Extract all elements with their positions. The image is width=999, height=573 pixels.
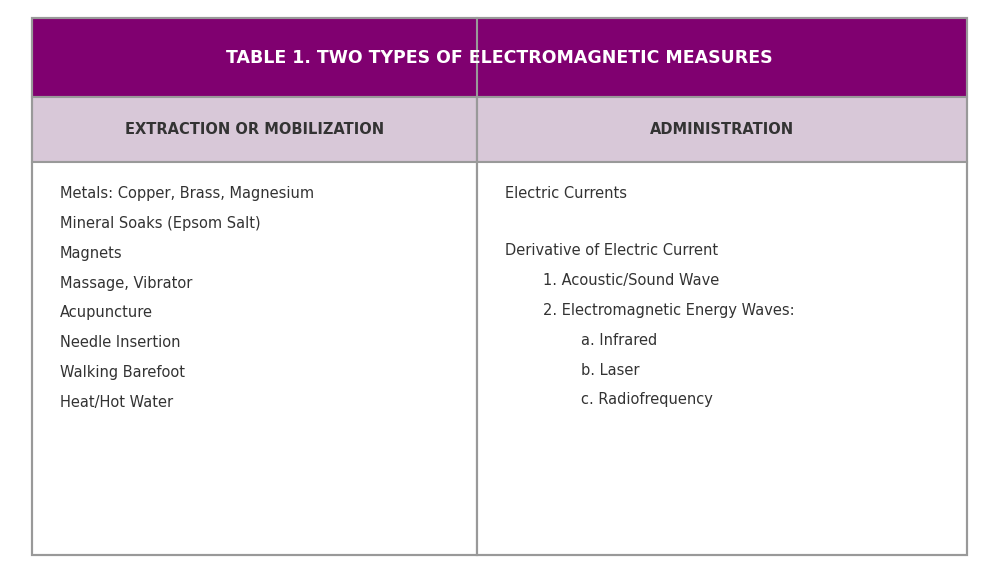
Text: Acupuncture: Acupuncture xyxy=(60,305,153,320)
Text: TABLE 1. TWO TYPES OF ELECTROMAGNETIC MEASURES: TABLE 1. TWO TYPES OF ELECTROMAGNETIC ME… xyxy=(226,49,773,67)
FancyBboxPatch shape xyxy=(478,162,967,555)
FancyBboxPatch shape xyxy=(478,97,967,162)
Text: Walking Barefoot: Walking Barefoot xyxy=(60,365,185,380)
FancyBboxPatch shape xyxy=(32,97,478,162)
Text: Heat/Hot Water: Heat/Hot Water xyxy=(60,395,173,410)
Text: Metals: Copper, Brass, Magnesium: Metals: Copper, Brass, Magnesium xyxy=(60,186,314,201)
Text: Derivative of Electric Current: Derivative of Electric Current xyxy=(505,244,718,258)
Text: b. Laser: b. Laser xyxy=(581,363,639,378)
Text: Massage, Vibrator: Massage, Vibrator xyxy=(60,276,193,291)
Text: EXTRACTION OR MOBILIZATION: EXTRACTION OR MOBILIZATION xyxy=(125,122,384,138)
Text: 1. Acoustic/Sound Wave: 1. Acoustic/Sound Wave xyxy=(543,273,719,288)
Text: Magnets: Magnets xyxy=(60,246,123,261)
Text: c. Radiofrequency: c. Radiofrequency xyxy=(581,393,713,407)
FancyBboxPatch shape xyxy=(32,18,967,97)
FancyBboxPatch shape xyxy=(32,162,478,555)
Text: ADMINISTRATION: ADMINISTRATION xyxy=(650,122,794,138)
Text: a. Infrared: a. Infrared xyxy=(581,333,657,348)
Text: Needle Insertion: Needle Insertion xyxy=(60,335,181,350)
Text: Mineral Soaks (Epsom Salt): Mineral Soaks (Epsom Salt) xyxy=(60,216,261,231)
Text: Electric Currents: Electric Currents xyxy=(505,186,627,201)
Text: 2. Electromagnetic Energy Waves:: 2. Electromagnetic Energy Waves: xyxy=(543,303,794,318)
